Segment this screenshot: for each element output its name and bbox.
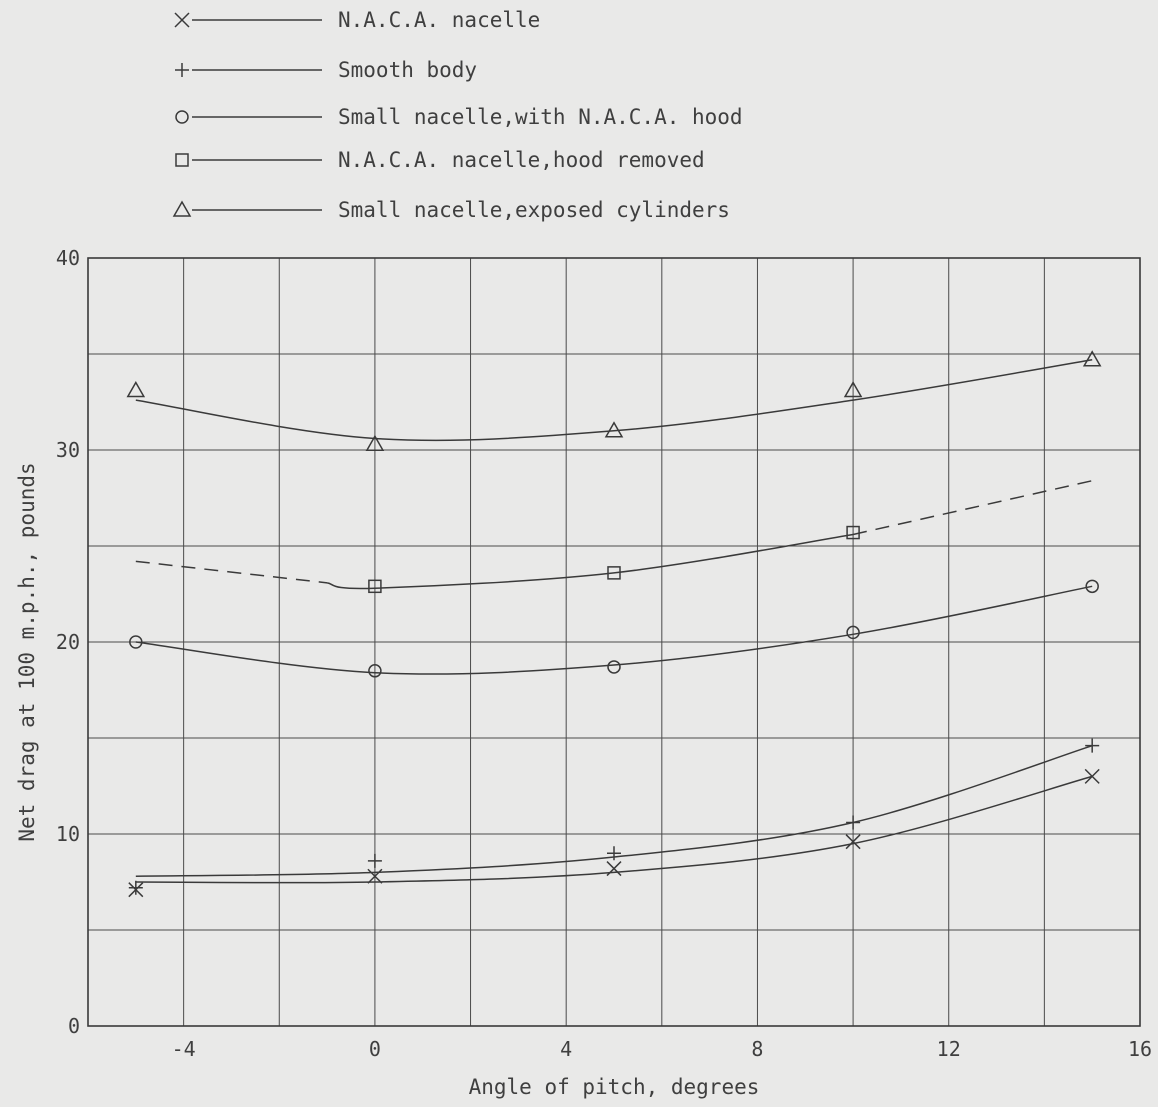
legend-marker-square [175, 153, 189, 167]
data-point-circle [1085, 579, 1099, 594]
x-tick-label: -4 [172, 1037, 196, 1061]
series-line-circle [135, 585, 1093, 675]
data-point-triangle [604, 421, 624, 438]
data-point-+ [607, 846, 621, 861]
legend-label: Smooth body [338, 58, 477, 82]
data-point-triangle [365, 434, 385, 451]
series-line-triangle [135, 359, 1093, 442]
legend-label: Small nacelle,with N.A.C.A. hood [338, 105, 743, 129]
x-axis-label: Angle of pitch, degrees [469, 1075, 760, 1099]
series-line-x [135, 775, 1093, 884]
data-point-circle [607, 660, 621, 674]
y-tick-label: 0 [68, 1014, 80, 1038]
data-point-triangle [126, 380, 146, 398]
x-tick-label: 8 [751, 1037, 763, 1061]
legend-marker-circle [175, 110, 189, 124]
grid [87, 257, 1141, 1027]
x-tick-label: 0 [369, 1037, 381, 1061]
legend: N.A.C.A. nacelle Smooth body Small nacelle… [172, 8, 743, 222]
data-point-triangle [1082, 350, 1102, 367]
y-tick-label: 30 [56, 438, 80, 462]
data-point-+ [1085, 738, 1100, 753]
x-tick-label: 16 [1128, 1037, 1152, 1061]
data-point-circle [129, 635, 143, 649]
data-point-square [368, 579, 382, 594]
y-axis-label: Net drag at 100 m.p.h., pounds [15, 462, 39, 841]
y-tick-label: 40 [56, 246, 80, 270]
data-point-x [845, 834, 861, 850]
tick-labels: -4 0 4 8 12 16 0 10 20 30 40 [56, 246, 1152, 1061]
legend-label: N.A.C.A. nacelle [338, 8, 540, 32]
data-point-square [846, 525, 860, 540]
data-point-+ [846, 815, 861, 830]
legend-marker-x [174, 12, 190, 28]
data-point-x [1084, 768, 1100, 784]
data-point-square [607, 566, 621, 580]
x-tick-label: 4 [560, 1037, 572, 1061]
data-point-+ [367, 853, 382, 868]
series-line-dashed-square [852, 479, 1093, 536]
legend-marker-triangle [172, 200, 192, 217]
legend-label: N.A.C.A. nacelle,hood removed [338, 148, 705, 172]
data-point-x [606, 861, 622, 877]
series-line-square [326, 533, 854, 590]
y-tick-label: 10 [56, 822, 80, 846]
y-tick-label: 20 [56, 630, 80, 654]
data-point-circle [846, 625, 860, 640]
data-point-triangle [843, 380, 863, 398]
series-line-dashed-square [135, 560, 328, 584]
legend-marker-+ [175, 63, 189, 77]
series-markers [126, 350, 1102, 898]
legend-label: Small nacelle,exposed cylinders [338, 198, 730, 222]
plot-frame [87, 257, 1141, 1027]
data-point-+ [128, 880, 143, 895]
data-point-circle [368, 664, 382, 678]
x-tick-label: 12 [937, 1037, 961, 1061]
data-point-x [367, 868, 383, 884]
